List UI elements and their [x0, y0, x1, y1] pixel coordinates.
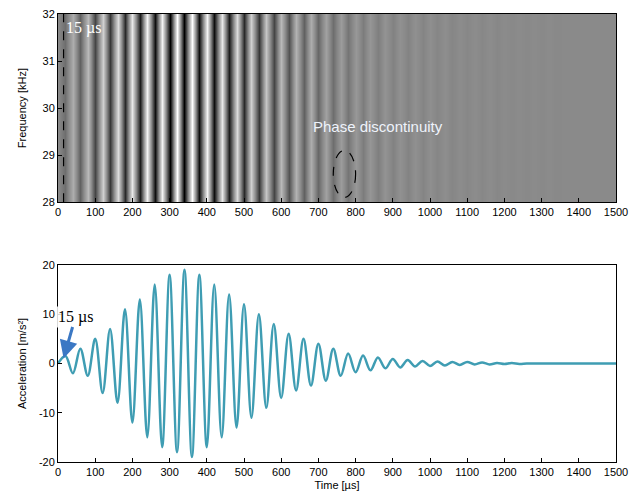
svg-text:800: 800 [346, 466, 364, 478]
svg-text:1100: 1100 [455, 466, 479, 478]
svg-text:600: 600 [272, 466, 290, 478]
svg-text:900: 900 [384, 206, 402, 218]
svg-text:1400: 1400 [567, 466, 591, 478]
svg-text:300: 300 [160, 466, 178, 478]
svg-text:400: 400 [198, 206, 216, 218]
svg-text:200: 200 [123, 466, 141, 478]
svg-text:1400: 1400 [567, 206, 591, 218]
svg-text:1200: 1200 [492, 466, 516, 478]
svg-text:500: 500 [235, 466, 253, 478]
svg-text:900: 900 [384, 466, 402, 478]
svg-text:500: 500 [235, 206, 253, 218]
svg-text:1000: 1000 [418, 466, 442, 478]
svg-text:29: 29 [43, 149, 55, 161]
svg-text:10: 10 [43, 308, 55, 320]
svg-text:15 µs: 15 µs [66, 19, 101, 37]
svg-text:600: 600 [272, 206, 290, 218]
svg-text:0: 0 [49, 357, 55, 369]
svg-text:1000: 1000 [418, 206, 442, 218]
svg-text:-20: -20 [39, 456, 55, 468]
svg-text:1300: 1300 [529, 466, 553, 478]
svg-text:Time [µs]: Time [µs] [314, 479, 359, 491]
svg-text:Frequency [kHz]: Frequency [kHz] [16, 68, 28, 148]
svg-text:700: 700 [309, 466, 327, 478]
svg-text:28: 28 [43, 196, 55, 208]
svg-text:1300: 1300 [529, 206, 553, 218]
svg-text:100: 100 [86, 206, 104, 218]
svg-text:15 µs: 15 µs [58, 308, 93, 326]
svg-text:31: 31 [43, 55, 55, 67]
svg-text:800: 800 [346, 206, 364, 218]
svg-text:0: 0 [55, 206, 61, 218]
svg-text:1100: 1100 [455, 206, 479, 218]
svg-text:700: 700 [309, 206, 327, 218]
svg-text:-10: -10 [39, 407, 55, 419]
svg-text:400: 400 [198, 466, 216, 478]
svg-text:1500: 1500 [604, 466, 628, 478]
svg-text:Phase discontinuity: Phase discontinuity [313, 118, 443, 135]
svg-text:0: 0 [55, 466, 61, 478]
svg-text:1500: 1500 [604, 206, 628, 218]
svg-text:Acceleration [m/s²]: Acceleration [m/s²] [16, 318, 28, 409]
svg-text:1200: 1200 [492, 206, 516, 218]
svg-text:100: 100 [86, 466, 104, 478]
svg-text:20: 20 [43, 259, 55, 271]
svg-text:200: 200 [123, 206, 141, 218]
svg-text:32: 32 [43, 8, 55, 20]
svg-text:30: 30 [43, 102, 55, 114]
svg-text:300: 300 [160, 206, 178, 218]
